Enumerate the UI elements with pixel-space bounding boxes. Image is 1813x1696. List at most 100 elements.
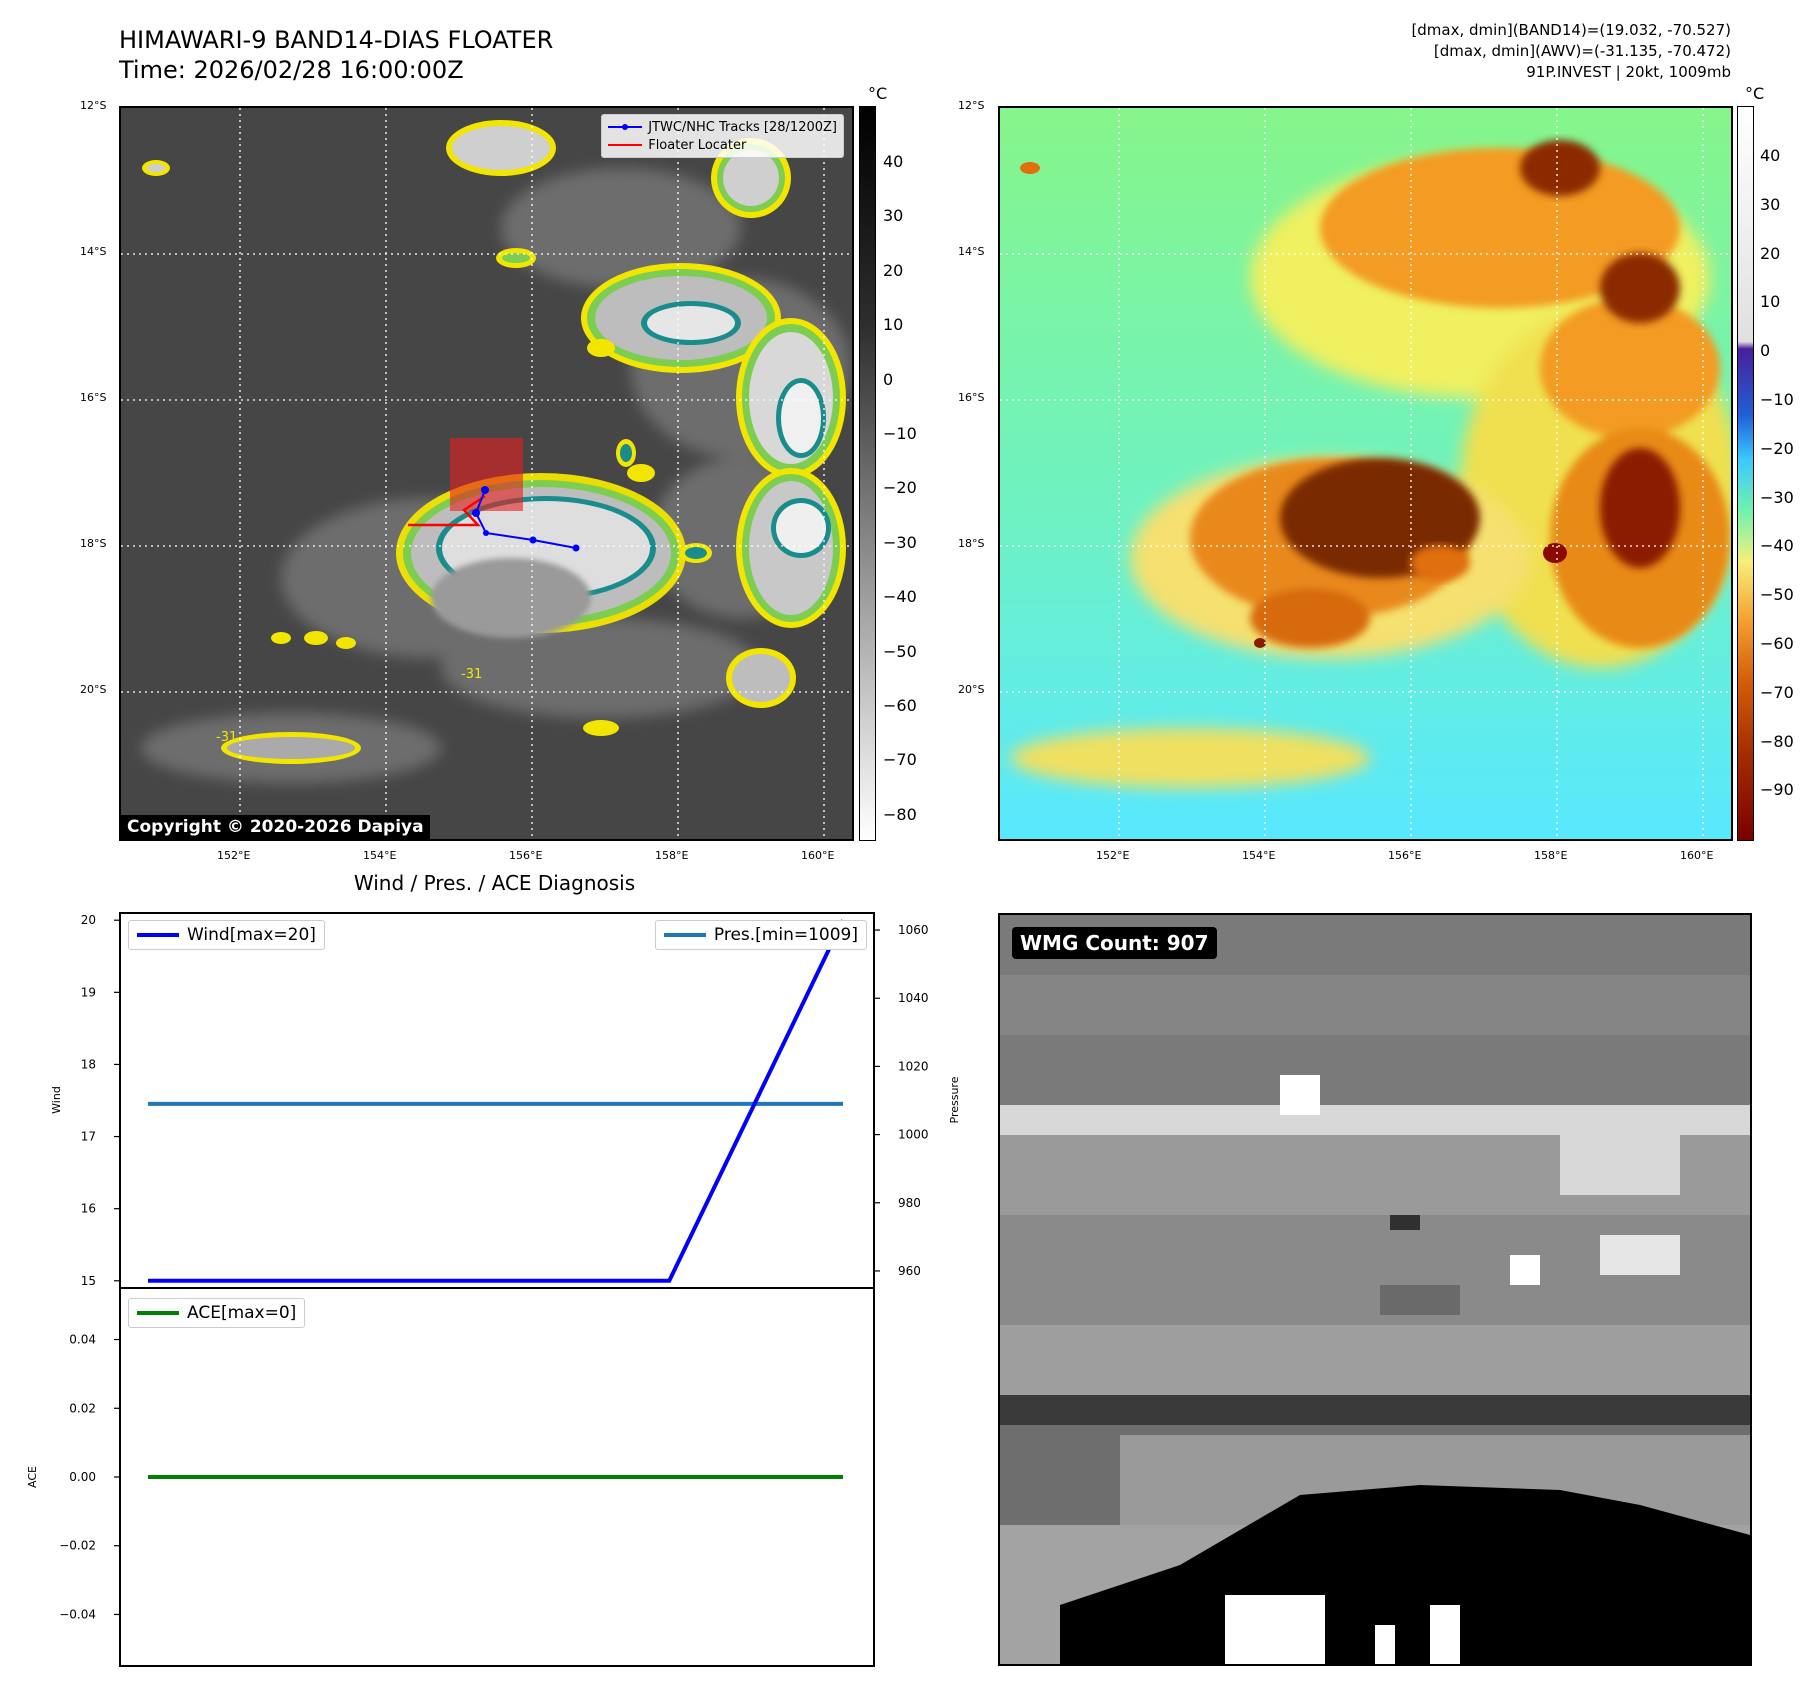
lon-tick: 156°E	[1388, 849, 1422, 862]
wind-series-line	[148, 919, 845, 1283]
wmg-count-badge: WMG Count: 907	[1012, 927, 1217, 959]
lat-tick: 14°S	[958, 245, 985, 258]
ir-cloud-field: -31 -31	[121, 108, 852, 839]
pressure-legend: Pres.[min=1009]	[654, 920, 867, 950]
colorbar-tick: −90	[1760, 780, 1794, 800]
colorbar-tick: 10	[1760, 292, 1781, 312]
lon-tick: 160°E	[801, 849, 835, 862]
awv-map	[998, 106, 1733, 841]
colorbar-tick: −70	[883, 750, 917, 770]
storm-info-text: 91P.INVEST | 20kt, 1009mb	[1526, 63, 1731, 81]
ace-tick-label: 0.00	[69, 1470, 96, 1484]
wmg-panel: WMG Count: 907	[998, 913, 1752, 1666]
floater-locator-line	[408, 494, 486, 527]
colorbar-tick: −40	[883, 587, 917, 607]
ace-legend-swatch	[137, 1311, 179, 1315]
map-legend: JTWC/NHC Tracks [28/1200Z] Floater Locat…	[601, 114, 844, 158]
pressure-tick-label: 1020	[898, 1059, 929, 1073]
pressure-tick-label: 1060	[898, 923, 929, 937]
pressure-tick-label: 980	[898, 1196, 921, 1210]
colorbar-tick: 20	[883, 260, 904, 280]
pressure-axis-label: Pressure	[948, 1076, 961, 1123]
colorbar-tick: −50	[883, 641, 917, 661]
jtwc-track-points	[472, 486, 580, 552]
wind-tick-label: 16	[81, 1202, 96, 1216]
lat-tick: 14°S	[80, 245, 107, 258]
lon-tick: 158°E	[655, 849, 689, 862]
floater-box	[450, 438, 523, 511]
wmg-image	[1000, 915, 1750, 1664]
awv-range-text: [dmax, dmin](AWV)=(-31.135, -70.472)	[1433, 42, 1731, 60]
colorbar-tick: −10	[883, 424, 917, 443]
colorbar-tick: −50	[1760, 585, 1794, 605]
lon-tick: 152°E	[217, 849, 251, 862]
lat-tick: 12°S	[958, 99, 985, 112]
colorbar-tick: −20	[883, 478, 917, 498]
colorbar-tick: −30	[1760, 487, 1794, 507]
wind-legend-label: Wind[max=20]	[187, 925, 316, 945]
colorbar-tick: 0	[883, 369, 894, 389]
band14-colorbar	[859, 106, 876, 841]
colorbar-tick: 40	[883, 152, 904, 171]
lon-tick: 154°E	[1242, 849, 1276, 862]
pressure-legend-swatch	[663, 933, 706, 937]
ace-axis-label: ACE	[26, 1466, 39, 1488]
wind-tick-label: 20	[81, 913, 96, 927]
colorbar-tick: −70	[1760, 682, 1794, 702]
colorbar-tick: −80	[1760, 731, 1794, 751]
colorbar-tick: 0	[1760, 341, 1771, 361]
ace-legend: ACE[max=0]	[128, 1298, 306, 1328]
contour-label: -31	[461, 667, 482, 682]
band14-ir-map: -31 -31 JTWC/NHC Tracks [28/1200Z] Float…	[119, 106, 854, 841]
colorbar-tick: −10	[1760, 390, 1794, 409]
colorbar-tick: −40	[1760, 536, 1794, 556]
lon-tick: 160°E	[1680, 849, 1714, 862]
lat-tick: 16°S	[80, 391, 107, 404]
colorbar-tick: −80	[883, 804, 917, 824]
pressure-tick-label: 1000	[898, 1128, 929, 1142]
wind-tick-label: 19	[81, 985, 96, 999]
track-legend-icon	[608, 124, 643, 130]
colorbar-tick: −30	[883, 532, 917, 552]
copyright-badge: Copyright © 2020-2026 Dapiya	[121, 815, 430, 839]
wind-legend-swatch	[137, 933, 179, 937]
awv-colorbar	[1737, 106, 1754, 841]
pressure-tick-label: 960	[898, 1264, 921, 1278]
lat-tick: 16°S	[958, 391, 985, 404]
colorbar-tick: 20	[1760, 243, 1781, 263]
colorbar-tick: −60	[1760, 634, 1794, 653]
colorbar-tick: −60	[883, 696, 917, 715]
awv-field	[1000, 108, 1731, 839]
band14-colorbar-unit: °C	[868, 84, 888, 103]
awv-colorbar-unit: °C	[1745, 84, 1765, 103]
wind-tick-label: 15	[81, 1274, 96, 1288]
pressure-legend-label: Pres.[min=1009]	[713, 925, 858, 945]
figure-time: Time: 2026/02/28 16:00:00Z	[119, 56, 464, 84]
band14-range-text: [dmax, dmin](BAND14)=(19.032, -70.527)	[1411, 21, 1731, 39]
wind-pressure-axes	[119, 912, 875, 1289]
colorbar-tick: 10	[883, 315, 904, 335]
lon-tick: 152°E	[1096, 849, 1130, 862]
lon-tick: 158°E	[1534, 849, 1568, 862]
wind-tick-label: 18	[81, 1057, 96, 1071]
lon-tick: 156°E	[509, 849, 543, 862]
diagnosis-chart: 20 19 18 17 16 15 1060 1040 1020 1000 980 960 0.04…	[26, 912, 961, 1667]
ace-legend-label: ACE[max=0]	[187, 1303, 297, 1323]
map-gridlines	[1000, 108, 1731, 839]
ace-tick-label: 0.04	[69, 1333, 96, 1347]
wind-axis-label: Wind	[50, 1086, 63, 1114]
lat-tick: 18°S	[958, 537, 985, 550]
lat-tick: 12°S	[80, 99, 107, 112]
lon-tick: 154°E	[363, 849, 397, 862]
wind-legend: Wind[max=20]	[128, 920, 325, 950]
pressure-tick-label: 1040	[898, 991, 929, 1005]
lat-tick: 20°S	[958, 683, 985, 696]
wind-tick-label: 17	[81, 1130, 96, 1144]
colorbar-tick: 30	[1760, 194, 1781, 214]
map-gridlines	[121, 108, 852, 839]
colorbar-tick: 30	[883, 206, 904, 226]
figure-title: HIMAWARI-9 BAND14-DIAS FLOATER	[119, 26, 554, 54]
scattered-cloud-cells	[142, 120, 846, 764]
diagnosis-title: Wind / Pres. / ACE Diagnosis	[353, 871, 636, 895]
ace-tick-label: −0.04	[59, 1607, 96, 1621]
